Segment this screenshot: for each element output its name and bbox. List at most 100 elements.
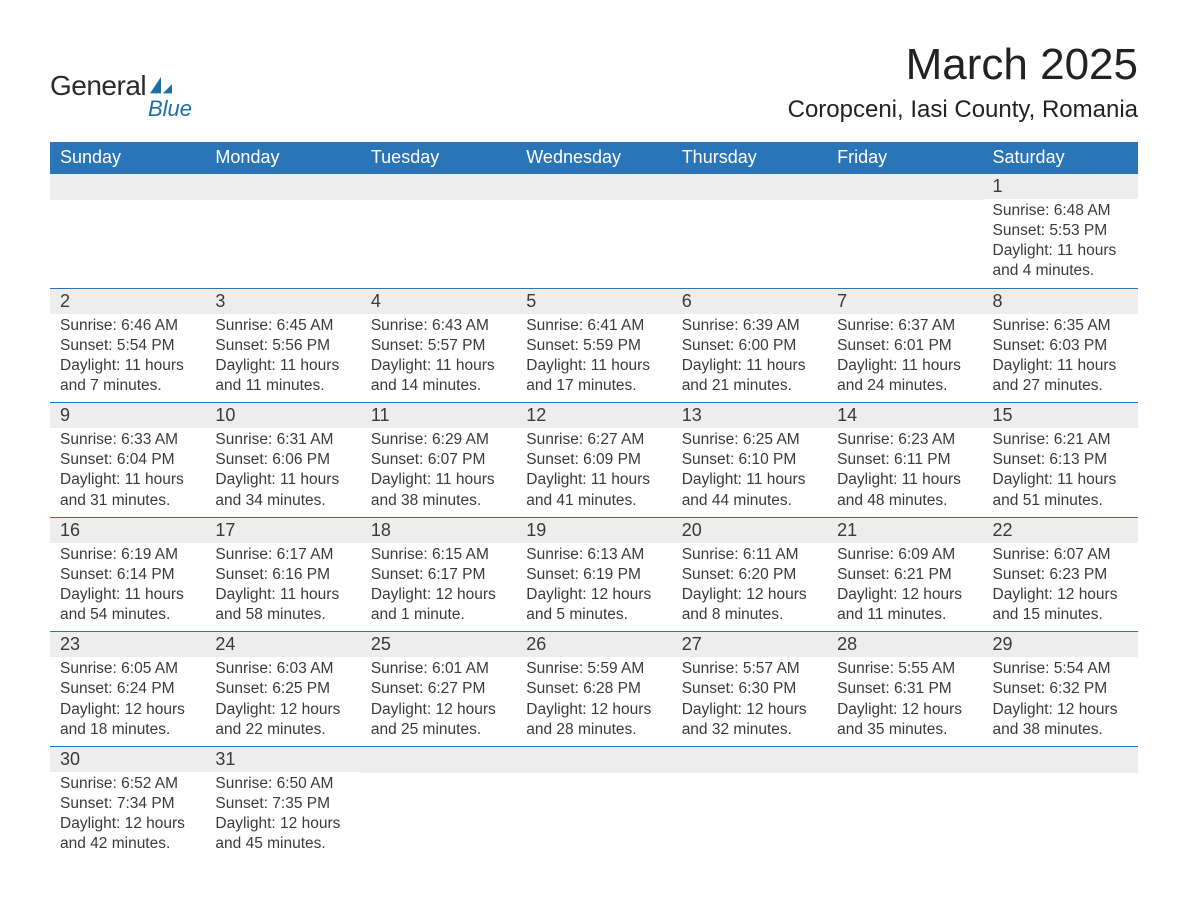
daylight-line: Daylight: 12 hours and 11 minutes. bbox=[837, 585, 972, 625]
day-number: 8 bbox=[983, 289, 1138, 314]
calendar-day-cell: 27Sunrise: 5:57 AMSunset: 6:30 PMDayligh… bbox=[672, 632, 827, 747]
day-number bbox=[516, 747, 671, 773]
day-number: 12 bbox=[516, 403, 671, 428]
calendar-day-cell bbox=[827, 746, 982, 860]
sunset-line: Sunset: 6:31 PM bbox=[837, 679, 972, 699]
day-number bbox=[50, 174, 205, 200]
sunrise-line: Sunrise: 5:59 AM bbox=[526, 659, 661, 679]
sail-icon bbox=[150, 75, 172, 97]
day-number: 15 bbox=[983, 403, 1138, 428]
calendar-day-cell: 10Sunrise: 6:31 AMSunset: 6:06 PMDayligh… bbox=[205, 403, 360, 518]
day-number: 6 bbox=[672, 289, 827, 314]
calendar-day-cell bbox=[672, 174, 827, 289]
day-number: 5 bbox=[516, 289, 671, 314]
sunset-line: Sunset: 6:21 PM bbox=[837, 565, 972, 585]
daylight-line: Daylight: 12 hours and 18 minutes. bbox=[60, 700, 195, 740]
day-details: Sunrise: 6:50 AMSunset: 7:35 PMDaylight:… bbox=[205, 772, 360, 861]
daylight-line: Daylight: 12 hours and 5 minutes. bbox=[526, 585, 661, 625]
day-details: Sunrise: 6:05 AMSunset: 6:24 PMDaylight:… bbox=[50, 657, 205, 746]
daylight-line: Daylight: 11 hours and 21 minutes. bbox=[682, 356, 817, 396]
sunrise-line: Sunrise: 6:25 AM bbox=[682, 430, 817, 450]
calendar-week-row: 1Sunrise: 6:48 AMSunset: 5:53 PMDaylight… bbox=[50, 174, 1138, 289]
calendar-day-cell: 14Sunrise: 6:23 AMSunset: 6:11 PMDayligh… bbox=[827, 403, 982, 518]
logo-text-general: General bbox=[50, 70, 146, 102]
sunset-line: Sunset: 6:20 PM bbox=[682, 565, 817, 585]
calendar-day-cell: 1Sunrise: 6:48 AMSunset: 5:53 PMDaylight… bbox=[983, 174, 1138, 289]
daylight-line: Daylight: 11 hours and 54 minutes. bbox=[60, 585, 195, 625]
calendar-day-cell: 19Sunrise: 6:13 AMSunset: 6:19 PMDayligh… bbox=[516, 517, 671, 632]
daylight-line: Daylight: 12 hours and 35 minutes. bbox=[837, 700, 972, 740]
sunset-line: Sunset: 6:27 PM bbox=[371, 679, 506, 699]
calendar-day-cell bbox=[983, 746, 1138, 860]
day-details: Sunrise: 6:11 AMSunset: 6:20 PMDaylight:… bbox=[672, 543, 827, 632]
day-number bbox=[672, 747, 827, 773]
calendar-day-cell: 5Sunrise: 6:41 AMSunset: 5:59 PMDaylight… bbox=[516, 288, 671, 403]
daylight-line: Daylight: 12 hours and 28 minutes. bbox=[526, 700, 661, 740]
calendar-day-cell: 9Sunrise: 6:33 AMSunset: 6:04 PMDaylight… bbox=[50, 403, 205, 518]
month-title: March 2025 bbox=[788, 40, 1138, 90]
day-details: Sunrise: 6:45 AMSunset: 5:56 PMDaylight:… bbox=[205, 314, 360, 403]
sunrise-line: Sunrise: 6:46 AM bbox=[60, 316, 195, 336]
daylight-line: Daylight: 11 hours and 31 minutes. bbox=[60, 470, 195, 510]
sunrise-line: Sunrise: 6:29 AM bbox=[371, 430, 506, 450]
sunrise-line: Sunrise: 6:21 AM bbox=[993, 430, 1128, 450]
daylight-line: Daylight: 12 hours and 32 minutes. bbox=[682, 700, 817, 740]
sunrise-line: Sunrise: 6:03 AM bbox=[215, 659, 350, 679]
sunset-line: Sunset: 6:06 PM bbox=[215, 450, 350, 470]
calendar-day-cell bbox=[672, 746, 827, 860]
day-number bbox=[827, 174, 982, 200]
day-number bbox=[205, 174, 360, 200]
sunset-line: Sunset: 6:25 PM bbox=[215, 679, 350, 699]
calendar-week-row: 23Sunrise: 6:05 AMSunset: 6:24 PMDayligh… bbox=[50, 632, 1138, 747]
day-details: Sunrise: 6:35 AMSunset: 6:03 PMDaylight:… bbox=[983, 314, 1138, 403]
calendar-day-cell: 6Sunrise: 6:39 AMSunset: 6:00 PMDaylight… bbox=[672, 288, 827, 403]
sunrise-line: Sunrise: 6:33 AM bbox=[60, 430, 195, 450]
day-number: 28 bbox=[827, 632, 982, 657]
day-details: Sunrise: 6:37 AMSunset: 6:01 PMDaylight:… bbox=[827, 314, 982, 403]
day-number: 30 bbox=[50, 747, 205, 772]
sunrise-line: Sunrise: 6:17 AM bbox=[215, 545, 350, 565]
daylight-line: Daylight: 11 hours and 51 minutes. bbox=[993, 470, 1128, 510]
calendar-day-cell: 3Sunrise: 6:45 AMSunset: 5:56 PMDaylight… bbox=[205, 288, 360, 403]
calendar-day-cell bbox=[361, 746, 516, 860]
day-number: 4 bbox=[361, 289, 516, 314]
day-details: Sunrise: 6:46 AMSunset: 5:54 PMDaylight:… bbox=[50, 314, 205, 403]
day-details: Sunrise: 6:39 AMSunset: 6:00 PMDaylight:… bbox=[672, 314, 827, 403]
calendar-day-cell: 4Sunrise: 6:43 AMSunset: 5:57 PMDaylight… bbox=[361, 288, 516, 403]
daylight-line: Daylight: 11 hours and 38 minutes. bbox=[371, 470, 506, 510]
daylight-line: Daylight: 12 hours and 8 minutes. bbox=[682, 585, 817, 625]
day-details bbox=[50, 200, 205, 208]
calendar-day-cell bbox=[516, 746, 671, 860]
day-details bbox=[827, 200, 982, 208]
calendar-day-cell: 28Sunrise: 5:55 AMSunset: 6:31 PMDayligh… bbox=[827, 632, 982, 747]
day-details bbox=[516, 773, 671, 781]
sunset-line: Sunset: 7:35 PM bbox=[215, 794, 350, 814]
sunrise-line: Sunrise: 6:15 AM bbox=[371, 545, 506, 565]
sunset-line: Sunset: 6:04 PM bbox=[60, 450, 195, 470]
day-details: Sunrise: 6:29 AMSunset: 6:07 PMDaylight:… bbox=[361, 428, 516, 517]
sunset-line: Sunset: 6:19 PM bbox=[526, 565, 661, 585]
day-details: Sunrise: 6:01 AMSunset: 6:27 PMDaylight:… bbox=[361, 657, 516, 746]
daylight-line: Daylight: 11 hours and 17 minutes. bbox=[526, 356, 661, 396]
day-details: Sunrise: 6:13 AMSunset: 6:19 PMDaylight:… bbox=[516, 543, 671, 632]
calendar-week-row: 16Sunrise: 6:19 AMSunset: 6:14 PMDayligh… bbox=[50, 517, 1138, 632]
day-number: 2 bbox=[50, 289, 205, 314]
day-details bbox=[983, 773, 1138, 781]
day-number bbox=[672, 174, 827, 200]
daylight-line: Daylight: 12 hours and 25 minutes. bbox=[371, 700, 506, 740]
daylight-line: Daylight: 12 hours and 1 minute. bbox=[371, 585, 506, 625]
calendar-day-cell: 11Sunrise: 6:29 AMSunset: 6:07 PMDayligh… bbox=[361, 403, 516, 518]
sunrise-line: Sunrise: 6:01 AM bbox=[371, 659, 506, 679]
day-number: 27 bbox=[672, 632, 827, 657]
daylight-line: Daylight: 11 hours and 11 minutes. bbox=[215, 356, 350, 396]
calendar-table: SundayMondayTuesdayWednesdayThursdayFrid… bbox=[50, 142, 1138, 860]
daylight-line: Daylight: 12 hours and 42 minutes. bbox=[60, 814, 195, 854]
sunset-line: Sunset: 5:54 PM bbox=[60, 336, 195, 356]
day-number: 1 bbox=[983, 174, 1138, 199]
calendar-day-cell bbox=[827, 174, 982, 289]
sunset-line: Sunset: 5:59 PM bbox=[526, 336, 661, 356]
sunrise-line: Sunrise: 5:54 AM bbox=[993, 659, 1128, 679]
sunset-line: Sunset: 6:30 PM bbox=[682, 679, 817, 699]
sunset-line: Sunset: 6:07 PM bbox=[371, 450, 506, 470]
sunrise-line: Sunrise: 6:13 AM bbox=[526, 545, 661, 565]
